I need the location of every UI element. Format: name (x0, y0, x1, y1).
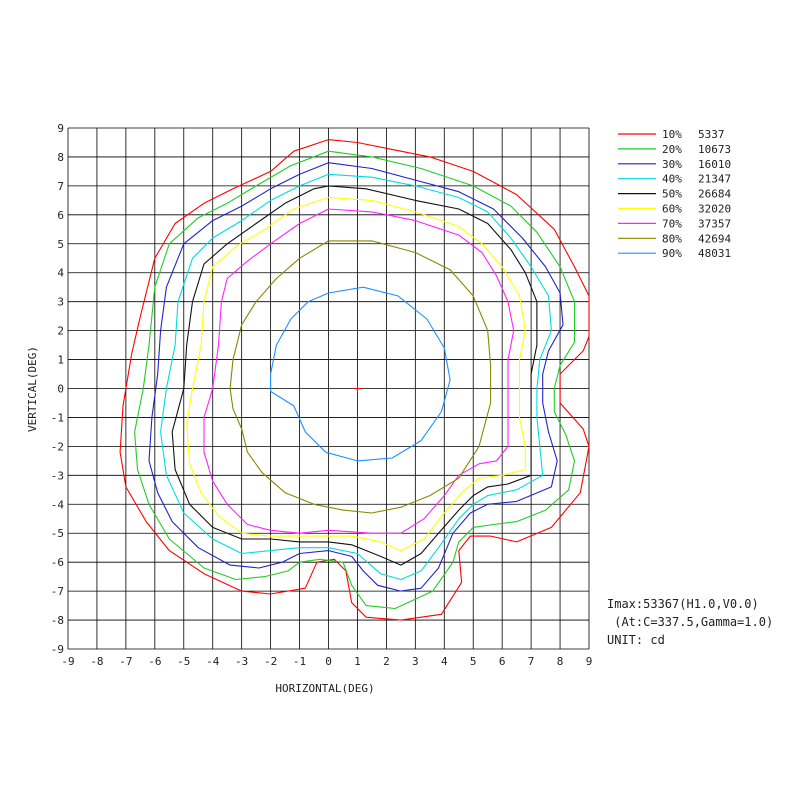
y-tick-label: 9 (57, 122, 64, 135)
legend-label: 50% (662, 188, 682, 201)
legend-value: 16010 (698, 158, 731, 171)
x-tick-label: -2 (264, 655, 277, 668)
y-tick-label: -2 (51, 440, 64, 453)
legend-label: 40% (662, 173, 682, 186)
y-tick-label: 5 (57, 238, 64, 251)
y-tick-label: -1 (51, 411, 64, 424)
at-text: (At:C=337.5,Gamma=1.0) (607, 615, 773, 629)
y-tick-label: 1 (57, 354, 64, 367)
legend-value: 26684 (698, 188, 731, 201)
imax-text: Imax:53367(H1.0,V0.0) (607, 597, 759, 611)
x-tick-label: 3 (412, 655, 419, 668)
legend-label: 20% (662, 143, 682, 156)
x-tick-label: -9 (61, 655, 74, 668)
legend-value: 42694 (698, 232, 731, 245)
y-axis-label: VERTICAL(DEG) (26, 346, 39, 432)
legend-label: 30% (662, 158, 682, 171)
contour-20pct (134, 150, 576, 610)
legend-value: 10673 (698, 143, 731, 156)
y-tick-label: 0 (57, 383, 64, 396)
legend-value: 21347 (698, 173, 731, 186)
legend-label: 90% (662, 247, 682, 260)
x-tick-label: -4 (206, 655, 220, 668)
legend-label: 10% (662, 128, 682, 141)
info-block: Imax:53367(H1.0,V0.0) (At:C=337.5,Gamma=… (607, 597, 773, 647)
x-tick-label: -8 (90, 655, 103, 668)
tick-labels: -9 -8 -7 -6 -5 -4 -3 -2 -1 0 1 2 3 4 5 6 7 8 9 9 8 7 6 5 4 3 2 1 0 -1… (51, 122, 593, 668)
center-marker (353, 384, 362, 393)
y-tick-label: -6 (51, 556, 64, 569)
x-tick-label: 5 (470, 655, 477, 668)
x-tick-label: 8 (557, 655, 564, 668)
y-tick-label: -3 (51, 469, 64, 482)
contour-40pct (160, 173, 552, 581)
unit-text: UNIT: cd (607, 633, 665, 647)
y-tick-label: -8 (51, 614, 64, 627)
contour-60pct (186, 196, 526, 552)
x-tick-label: -1 (293, 655, 306, 668)
y-tick-label: -5 (51, 527, 64, 540)
contour-30pct (148, 162, 564, 592)
legend-label: 60% (662, 203, 682, 216)
y-tick-label: -4 (51, 498, 65, 511)
y-tick-label: 3 (57, 296, 64, 309)
contour-80pct (229, 240, 492, 514)
y-tick-label: 7 (57, 180, 64, 193)
contour-10pct (119, 139, 590, 621)
x-tick-label: 7 (528, 655, 535, 668)
legend-label: 80% (662, 232, 682, 245)
legend-value: 48031 (698, 247, 731, 260)
y-tick-label: -9 (51, 643, 64, 656)
legend-value: 5337 (698, 128, 725, 141)
x-tick-label: -7 (119, 655, 132, 668)
contour-curves (119, 139, 590, 621)
x-tick-label: 6 (499, 655, 506, 668)
x-tick-label: -6 (148, 655, 161, 668)
x-tick-label: -3 (235, 655, 248, 668)
x-tick-label: 1 (354, 655, 361, 668)
legend-value: 37357 (698, 217, 731, 230)
x-tick-label: 0 (325, 655, 332, 668)
x-tick-label: 4 (441, 655, 448, 668)
x-axis-label: HORIZONTAL(DEG) (275, 682, 374, 695)
y-tick-label: 6 (57, 209, 64, 222)
contour-90pct (270, 286, 451, 462)
legend: 10% 5337 20% 10673 30% 16010 40% 21347 50% 26684 6… (618, 128, 731, 260)
y-tick-label: 4 (57, 267, 64, 280)
contour-70pct (203, 208, 515, 534)
x-tick-label: 9 (586, 655, 593, 668)
y-tick-label: -7 (51, 585, 64, 598)
x-tick-label: 2 (383, 655, 390, 668)
y-tick-label: 2 (57, 325, 64, 338)
legend-label: 70% (662, 217, 682, 230)
contour-50pct (171, 185, 538, 566)
x-tick-label: -5 (177, 655, 190, 668)
legend-value: 32020 (698, 203, 731, 216)
y-tick-label: 8 (57, 151, 64, 164)
